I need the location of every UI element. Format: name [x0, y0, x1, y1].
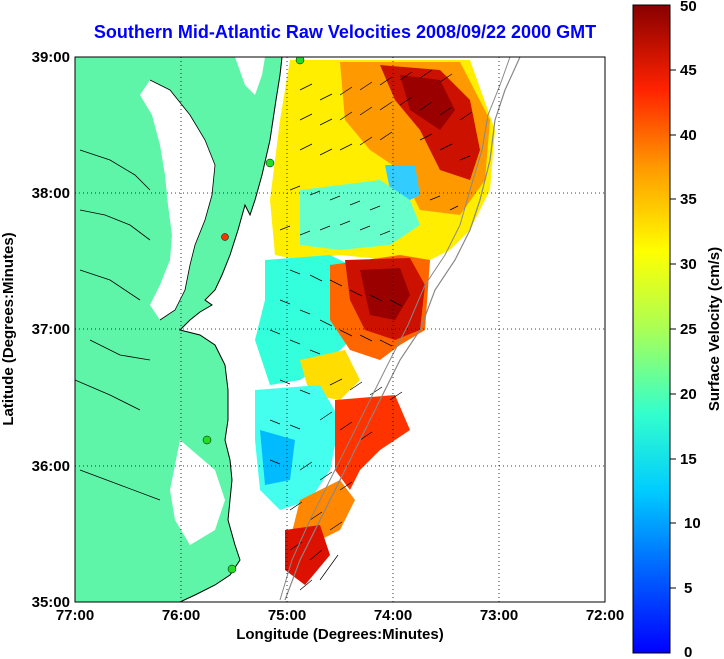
- colorbar-tick-label: 10: [684, 515, 701, 532]
- x-tick-label: 73:00: [480, 607, 518, 624]
- colorbar-tick-label: 0: [684, 644, 692, 659]
- colorbar-tick-label: 50: [680, 0, 697, 15]
- colorbar-label: Surface Velocity (cm/s): [706, 247, 723, 411]
- y-tick-label: 36:00: [32, 458, 70, 475]
- radar-station: [202, 435, 212, 445]
- radar-station: [221, 233, 229, 241]
- colorbar-tick-label: 45: [680, 62, 697, 79]
- radar-station: [265, 158, 275, 168]
- radar-station: [295, 57, 305, 65]
- y-tick-label: 39:00: [32, 49, 70, 66]
- x-tick-label: 77:00: [56, 607, 94, 624]
- colorbar-gradient: [632, 4, 671, 654]
- map-title: Southern Mid-Atlantic Raw Velocities 200…: [93, 22, 597, 42]
- y-tick-label: 37:00: [32, 321, 70, 338]
- colorbar-tick-label: 5: [684, 580, 692, 597]
- y-axis: 39:00 38:00 37:00 36:00 35:00 Latitude (…: [0, 49, 70, 611]
- peninsula: [180, 57, 282, 270]
- x-tick-label: 76:00: [162, 607, 200, 624]
- y-tick-label: 35:00: [32, 594, 70, 611]
- colorbar-tick-label: 15: [680, 451, 697, 468]
- y-tick-label: 38:00: [32, 185, 70, 202]
- x-axis-label: Longitude (Degrees:Minutes): [236, 626, 444, 643]
- colorbar-tick-label: 35: [680, 191, 697, 208]
- velocity-field: [255, 60, 495, 585]
- grid: [75, 57, 605, 602]
- x-tick-label: 74:00: [374, 607, 412, 624]
- chesapeake-bay: [140, 80, 215, 320]
- radar-station: [227, 564, 237, 574]
- x-axis: 77:00 76:00 75:00 74:00 73:00 72:00 Long…: [56, 607, 624, 643]
- colorbar-tick-label: 30: [680, 256, 697, 273]
- shelf-contour: [284, 57, 521, 601]
- colorbar-tick-label: 25: [680, 321, 697, 338]
- plot-frame: [74, 56, 606, 603]
- velocity-arrows: [269, 69, 473, 591]
- x-tick-label: 72:00: [586, 607, 624, 624]
- y-axis-label: Latitude (Degrees:Minutes): [0, 232, 17, 425]
- x-tick-label: 75:00: [268, 607, 306, 624]
- colorbar-tick-label: 40: [680, 127, 697, 144]
- delaware-bay: [235, 57, 265, 95]
- colorbar: 50 45 40 35 30 25 20 15 10 5 0 Surface V…: [632, 0, 723, 659]
- colorbar-tick-label: 20: [680, 386, 697, 403]
